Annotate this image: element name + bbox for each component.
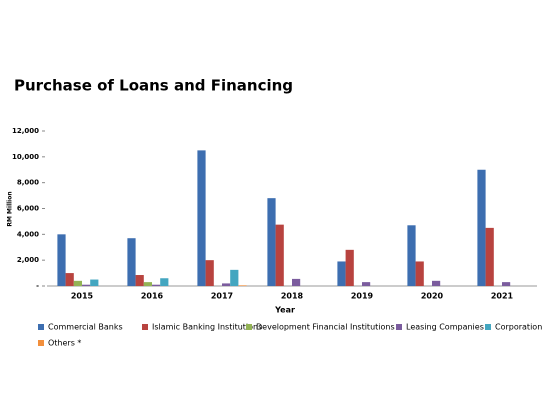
legend-swatch — [142, 324, 148, 330]
bar — [292, 278, 301, 286]
bar — [82, 284, 91, 286]
bar — [362, 282, 371, 286]
y-tick-label: 2,000 — [17, 256, 39, 264]
x-tick-label: 2021 — [491, 292, 514, 301]
chart-title: Purchase of Loans and Financing — [14, 77, 293, 95]
legend-label: Islamic Banking Institutions — [152, 323, 262, 332]
y-tick-label: 10,000 — [12, 153, 39, 161]
x-tick-label: 2015 — [71, 292, 94, 301]
legend-label: Leasing Companies — [406, 323, 484, 332]
bar — [127, 238, 136, 286]
x-tick-label: 2020 — [421, 292, 444, 301]
bar — [337, 261, 346, 286]
bar — [57, 234, 66, 286]
bar — [73, 280, 82, 286]
x-axis-label: Year — [274, 306, 295, 315]
legend-swatch — [485, 324, 491, 330]
bar — [267, 198, 276, 286]
bar — [275, 224, 284, 286]
y-tick-label: 4,000 — [17, 230, 39, 238]
y-tick-label: 8,000 — [17, 179, 39, 187]
bar — [135, 275, 144, 286]
legend-swatch — [38, 324, 44, 330]
x-tick-label: 2019 — [351, 292, 374, 301]
x-tick-label: 2017 — [211, 292, 233, 301]
bar — [407, 225, 416, 286]
legend-label: Development Financial Institutions — [256, 323, 395, 332]
bar — [90, 279, 99, 286]
bar — [197, 150, 206, 286]
x-tick-label: 2016 — [141, 292, 164, 301]
x-tick-label: 2018 — [281, 292, 304, 301]
bar — [205, 260, 214, 286]
legend-swatch — [396, 324, 402, 330]
y-tick-label: 6,000 — [17, 205, 39, 213]
bar — [230, 269, 239, 286]
bar — [477, 169, 486, 286]
bar — [143, 282, 152, 286]
bar — [160, 278, 169, 286]
bar — [65, 273, 74, 286]
legend-swatch — [38, 340, 44, 346]
y-axis-label: RM Million — [7, 191, 14, 226]
legend-label: Others * — [48, 339, 81, 348]
bar — [502, 282, 511, 286]
legend-label: Corporation — [495, 323, 542, 332]
bar — [152, 284, 161, 286]
bar — [222, 283, 231, 286]
legend-label: Commercial Banks — [48, 323, 123, 332]
bar — [485, 227, 494, 286]
bar — [432, 280, 441, 286]
y-tick-label: 12,000 — [12, 127, 39, 135]
bar — [238, 285, 247, 286]
bar — [415, 261, 424, 286]
legend-swatch — [246, 324, 252, 330]
bar — [345, 249, 354, 286]
y-tick-label: - — [36, 282, 39, 290]
